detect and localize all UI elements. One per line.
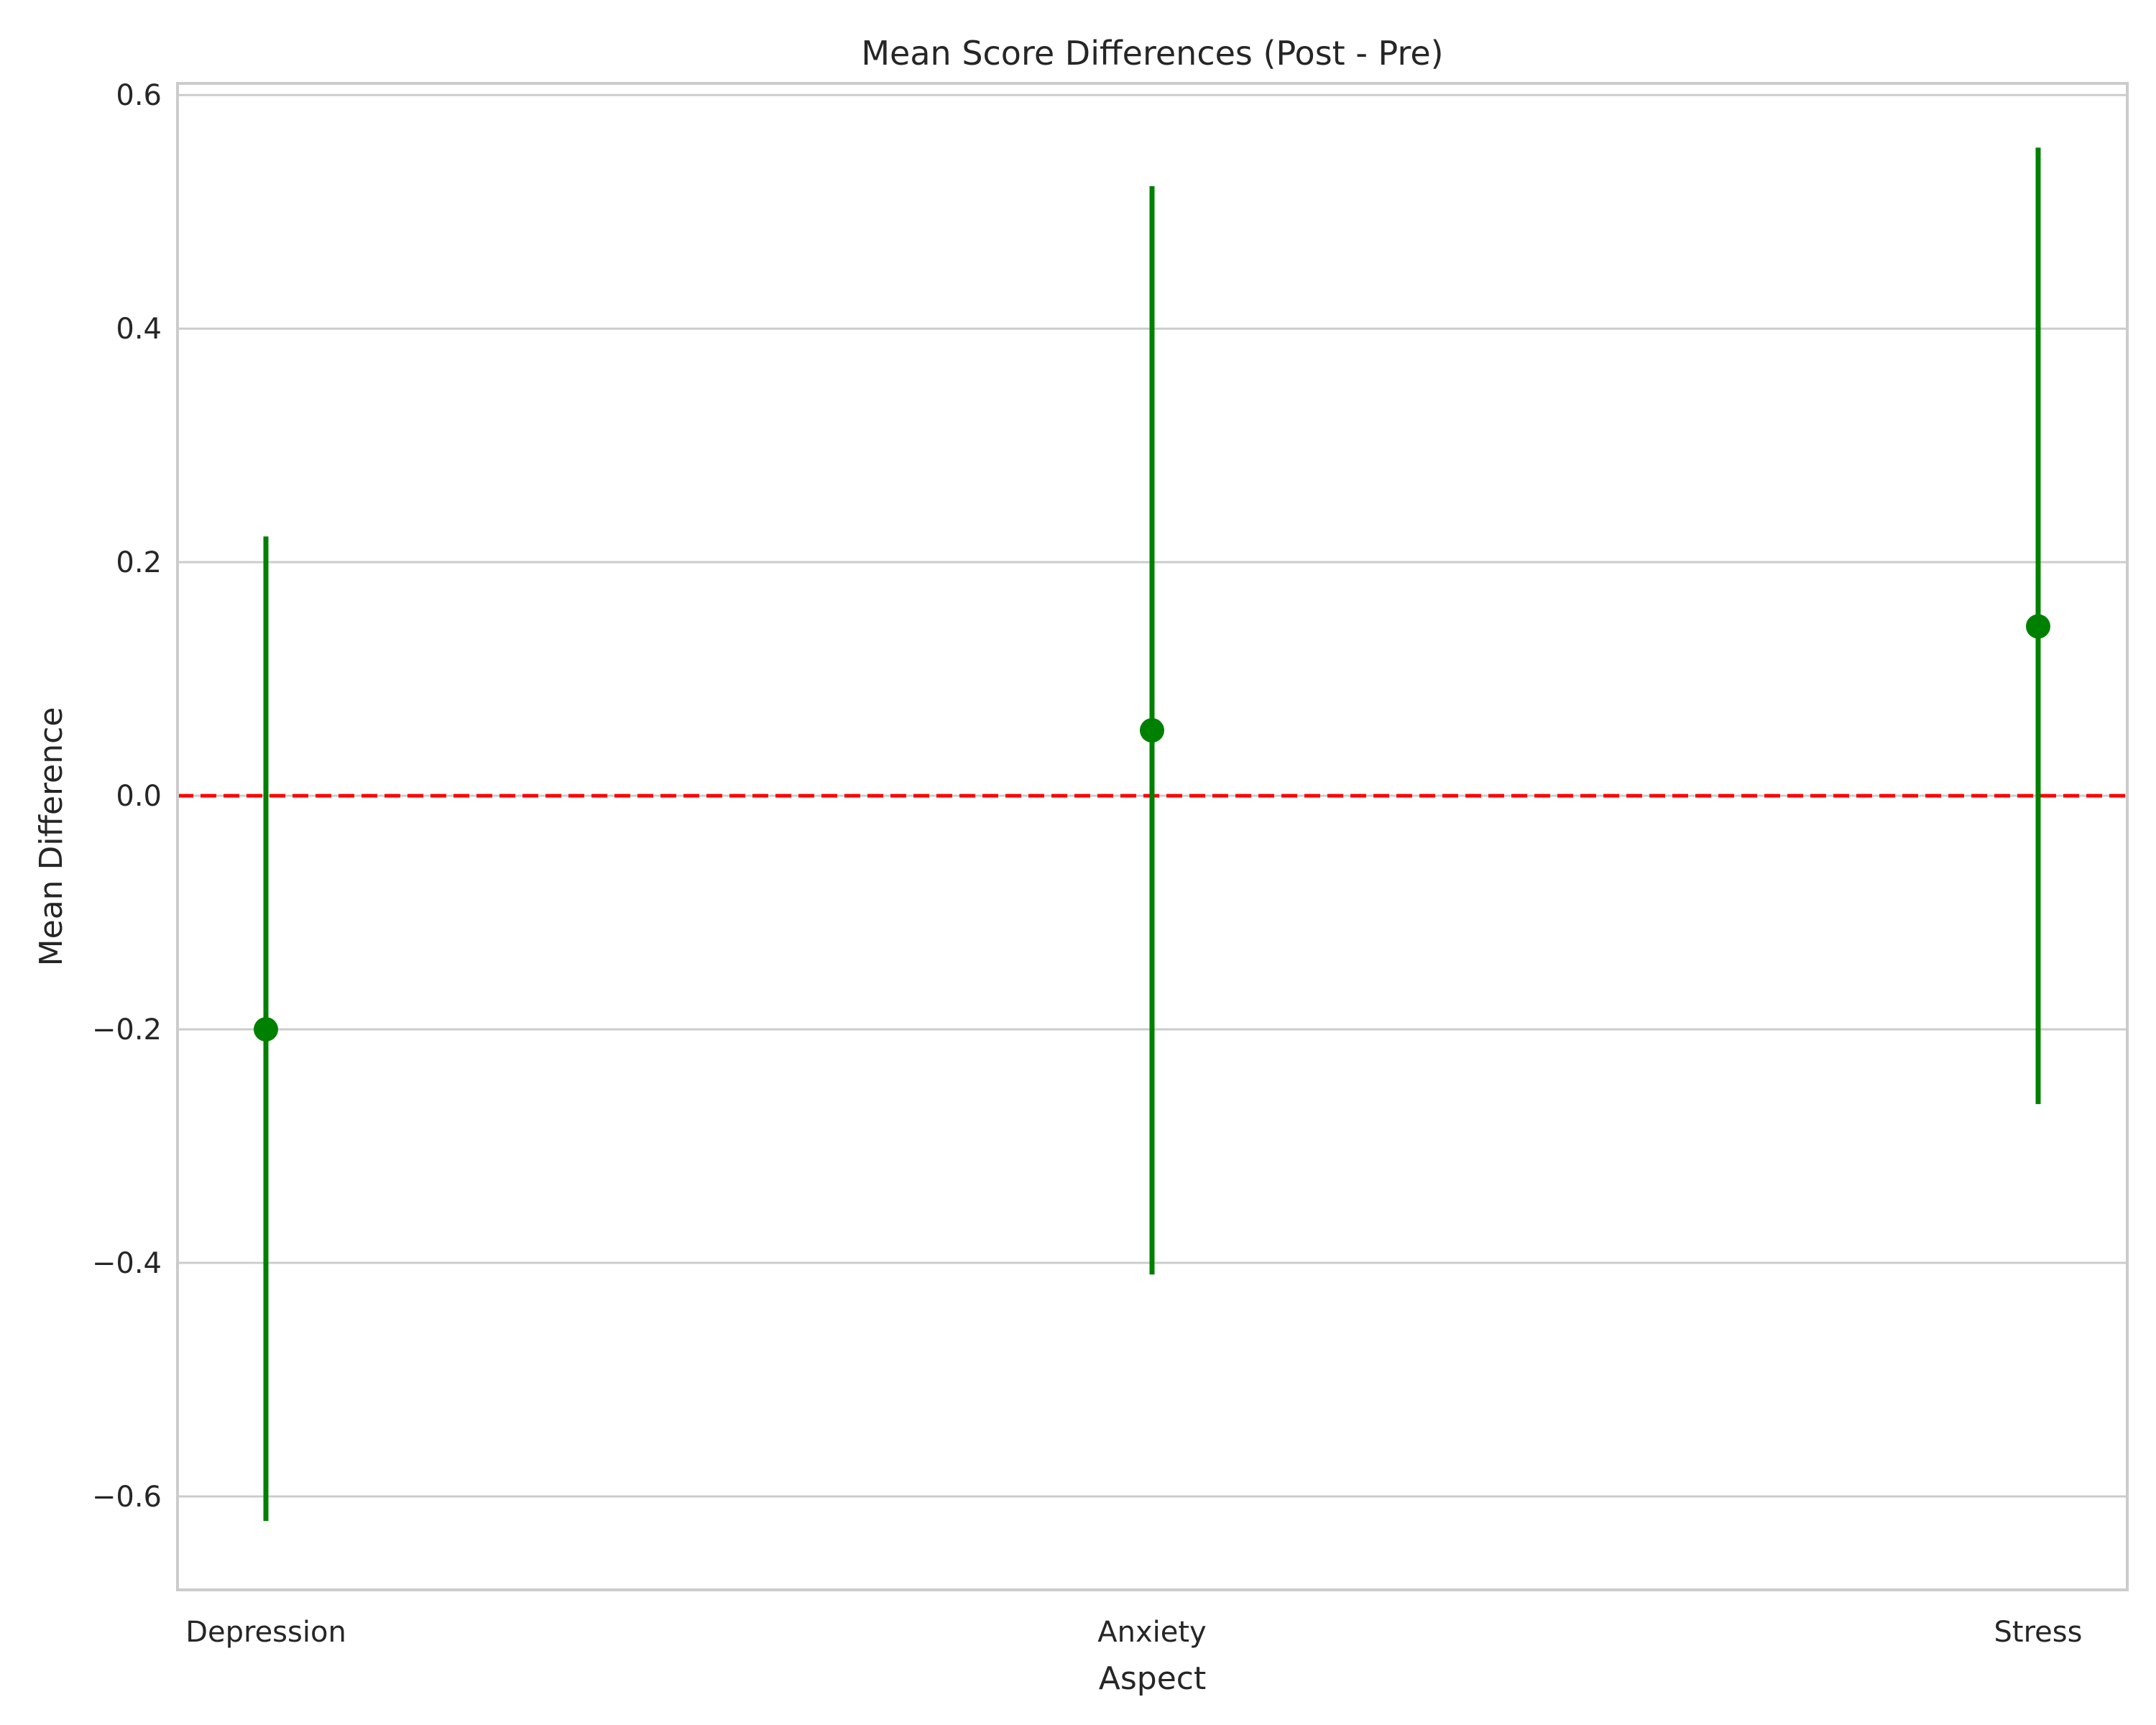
data-marks [254, 147, 2050, 1522]
x-axis-title: Aspect [1099, 1660, 1206, 1697]
point-stress [2026, 614, 2050, 639]
y-tick-label: −0.2 [92, 1013, 162, 1046]
y-tick-label: −0.6 [92, 1481, 162, 1514]
y-tick-labels: −0.6 −0.4 −0.2 0.0 0.2 0.4 0.6 [92, 79, 162, 1514]
y-tick-label: −0.4 [92, 1247, 162, 1280]
y-tick-label: 0.2 [116, 546, 162, 579]
y-tick-label: 0.4 [116, 313, 162, 346]
x-tick-labels: Depression Anxiety Stress [185, 1616, 2082, 1649]
point-anxiety [1140, 718, 1164, 743]
x-tick-label: Anxiety [1097, 1616, 1206, 1649]
y-axis-title: Mean Difference [33, 707, 70, 967]
chart-title: Mean Score Differences (Post - Pre) [861, 34, 1443, 73]
y-tick-label: 0.6 [116, 79, 162, 112]
point-depression [254, 1017, 278, 1042]
y-tick-label: 0.0 [116, 780, 162, 813]
x-tick-label: Depression [185, 1616, 346, 1649]
x-tick-label: Stress [1994, 1616, 2083, 1649]
plot-frame [176, 82, 2129, 1591]
